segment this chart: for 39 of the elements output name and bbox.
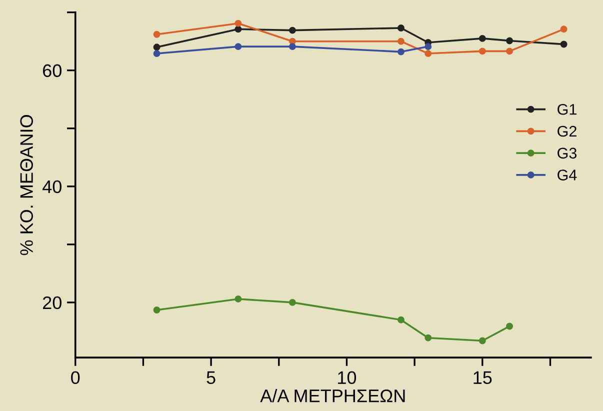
point bbox=[560, 40, 568, 48]
point bbox=[234, 20, 242, 27]
x-tick-label: 10 bbox=[338, 371, 356, 384]
point bbox=[288, 298, 296, 306]
point bbox=[478, 337, 486, 344]
y-tick-label: 20 bbox=[43, 296, 62, 310]
x-axis-title: Α/Α ΜΕΤΡΗΣΕΩΝ bbox=[260, 388, 405, 402]
legend-label: G1 bbox=[558, 104, 576, 115]
point bbox=[153, 44, 160, 51]
point bbox=[506, 37, 514, 44]
point bbox=[424, 334, 432, 342]
x-tick-label: 15 bbox=[474, 371, 492, 384]
point bbox=[424, 50, 432, 57]
point bbox=[288, 43, 296, 50]
point bbox=[153, 50, 160, 57]
point bbox=[234, 26, 242, 33]
point bbox=[153, 306, 160, 314]
point bbox=[398, 48, 404, 56]
point bbox=[153, 30, 160, 38]
point bbox=[478, 34, 486, 42]
y-axis-title: % ΚΟ. ΜΕΘΑΝΙΟ bbox=[20, 115, 33, 256]
legend-label: G4 bbox=[558, 170, 577, 180]
point bbox=[398, 316, 404, 324]
point bbox=[398, 24, 404, 32]
point bbox=[506, 48, 514, 55]
point bbox=[234, 295, 242, 302]
point bbox=[506, 322, 514, 330]
point bbox=[424, 43, 432, 50]
point bbox=[560, 26, 568, 33]
point bbox=[288, 26, 296, 34]
point bbox=[478, 48, 486, 55]
legend-label: G2 bbox=[558, 126, 576, 137]
legend-label: G3 bbox=[558, 148, 577, 159]
point bbox=[234, 43, 242, 50]
x-tick-label: 0 bbox=[71, 371, 80, 384]
x-tick-label: 5 bbox=[206, 371, 216, 384]
y-tick-label: 40 bbox=[42, 180, 62, 194]
y-tick-label: 60 bbox=[43, 64, 62, 78]
point bbox=[398, 38, 404, 45]
